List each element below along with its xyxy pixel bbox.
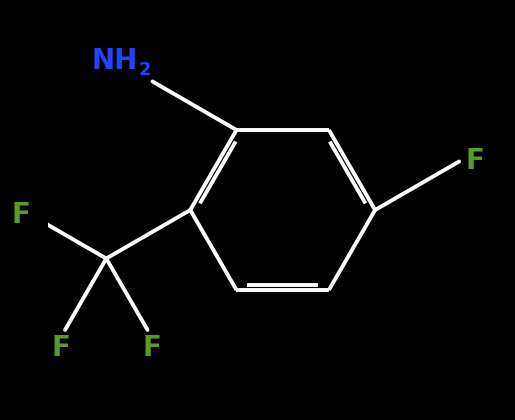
Text: 2: 2 [139, 60, 151, 79]
Text: F: F [52, 334, 70, 362]
Text: F: F [466, 147, 484, 176]
Text: F: F [12, 201, 31, 229]
Text: F: F [142, 334, 161, 362]
Text: NH: NH [92, 47, 138, 75]
